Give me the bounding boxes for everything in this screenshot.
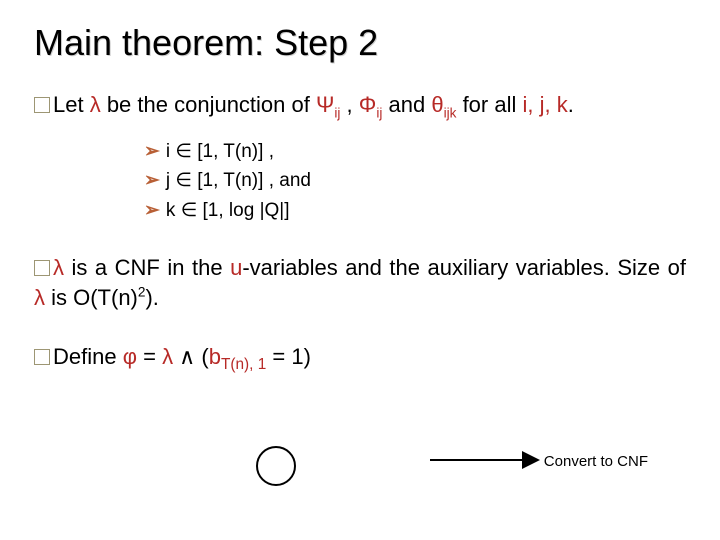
chevron-icon: ➢ — [144, 141, 160, 162]
psi: Ψ — [316, 92, 334, 117]
lambda: λ — [34, 285, 45, 310]
paragraph-3: Define φ = λ ∧ (bT(n), 1 = 1) — [34, 342, 686, 376]
lparen: ( — [201, 344, 208, 369]
lambda: λ — [90, 92, 101, 117]
list-item: ➢ i ∈ [1, T(n)] , — [144, 137, 686, 166]
text: is O(T(n) — [45, 285, 138, 310]
b-sub: T(n), 1 — [221, 356, 266, 373]
text: for all — [456, 92, 522, 117]
b-var: b — [209, 344, 221, 369]
text: -variables and the auxiliary variables. … — [242, 255, 686, 280]
text: , — [340, 92, 358, 117]
theta: θ — [431, 92, 443, 117]
item-text: k ∈ [1, log |Q|] — [166, 200, 290, 221]
list-item: ➢ j ∈ [1, T(n)] , and — [144, 166, 686, 195]
u-var: u — [230, 255, 242, 280]
highlight-circle — [256, 446, 296, 486]
text: be the conjunction of — [101, 92, 316, 117]
eq: = — [137, 344, 162, 369]
text: Let — [53, 92, 90, 117]
text: . — [568, 92, 574, 117]
checkbox-icon — [34, 97, 50, 113]
paragraph-2: λ is a CNF in the u-variables and the au… — [34, 253, 686, 312]
phi-var: φ — [123, 344, 137, 369]
and: ∧ — [173, 344, 201, 369]
checkbox-icon — [34, 260, 50, 276]
lambda: λ — [162, 344, 173, 369]
list-item: ➢ k ∈ [1, log |Q|] — [144, 196, 686, 225]
lambda: λ — [53, 255, 64, 280]
paragraph-1: Let λ be the conjunction of Ψij , Φij an… — [34, 90, 686, 123]
slide-title: Main theorem: Step 2 — [34, 22, 686, 64]
sublist: ➢ i ∈ [1, T(n)] , ➢ j ∈ [1, T(n)] , and ➢ k… — [144, 137, 686, 225]
convert-label: Convert to CNF — [544, 453, 648, 470]
checkbox-icon — [34, 349, 50, 365]
define: Define — [53, 344, 123, 369]
ijk-text: i, j, k — [522, 92, 567, 117]
phi: Φ — [359, 92, 377, 117]
item-text: i ∈ [1, T(n)] , — [166, 141, 274, 162]
text: ). — [145, 285, 158, 310]
theta-sub: ijk — [444, 105, 457, 120]
text: is a CNF in the — [64, 255, 230, 280]
chevron-icon: ➢ — [144, 170, 160, 191]
chevron-icon: ➢ — [144, 200, 160, 221]
text: and — [382, 92, 431, 117]
arrow-icon — [430, 448, 540, 472]
item-text: j ∈ [1, T(n)] , and — [166, 170, 311, 191]
eq1: = 1) — [266, 344, 311, 369]
